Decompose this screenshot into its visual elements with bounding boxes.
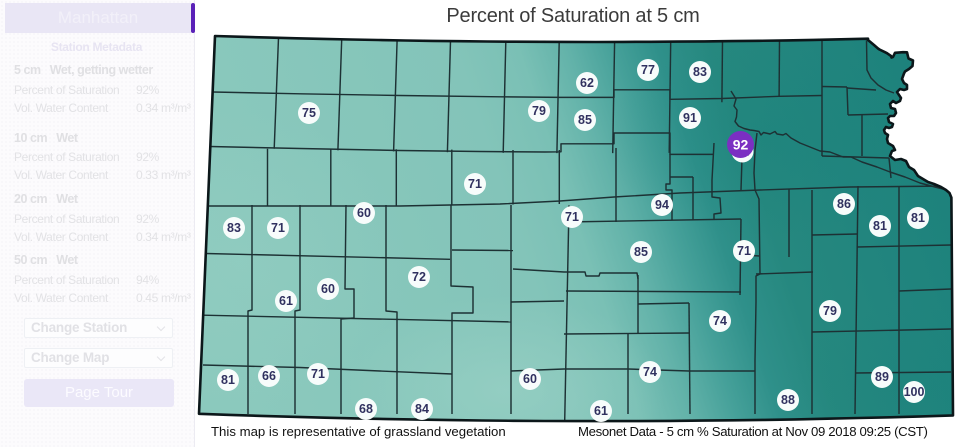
svg-text:92: 92: [733, 137, 749, 153]
svg-text:81: 81: [911, 211, 925, 225]
svg-text:81: 81: [873, 219, 887, 233]
svg-text:72: 72: [412, 270, 426, 284]
svg-text:62: 62: [580, 76, 594, 90]
svg-text:85: 85: [578, 113, 592, 127]
svg-text:61: 61: [279, 294, 293, 308]
svg-text:83: 83: [227, 221, 241, 235]
svg-text:60: 60: [357, 206, 371, 220]
svg-text:71: 71: [271, 221, 285, 235]
svg-text:84: 84: [415, 402, 429, 416]
svg-text:71: 71: [737, 244, 751, 258]
svg-text:91: 91: [683, 111, 697, 125]
svg-text:81: 81: [221, 373, 235, 387]
svg-text:86: 86: [837, 197, 851, 211]
svg-text:66: 66: [262, 369, 276, 383]
svg-text:79: 79: [532, 104, 546, 118]
svg-text:71: 71: [565, 210, 579, 224]
svg-text:89: 89: [875, 370, 889, 384]
svg-text:71: 71: [468, 177, 482, 191]
svg-text:60: 60: [523, 372, 537, 386]
svg-text:77: 77: [641, 63, 655, 77]
svg-text:88: 88: [781, 393, 795, 407]
svg-text:60: 60: [321, 282, 335, 296]
svg-text:79: 79: [823, 304, 837, 318]
svg-text:94: 94: [655, 198, 669, 212]
svg-text:74: 74: [643, 365, 657, 379]
svg-text:83: 83: [693, 65, 707, 79]
svg-text:85: 85: [634, 245, 648, 259]
svg-text:74: 74: [713, 314, 727, 328]
svg-text:100: 100: [904, 385, 925, 399]
svg-text:61: 61: [594, 404, 608, 418]
svg-text:68: 68: [359, 402, 373, 416]
svg-text:71: 71: [311, 367, 325, 381]
svg-text:75: 75: [302, 106, 316, 120]
